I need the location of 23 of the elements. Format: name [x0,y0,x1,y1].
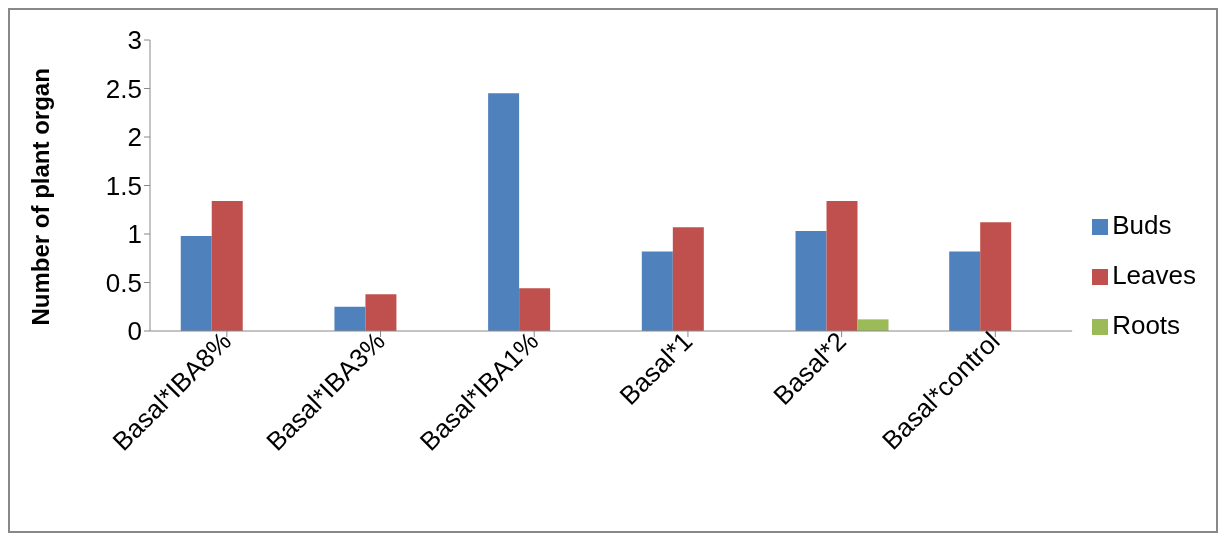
bar [826,201,858,331]
bar [519,288,551,331]
y-tick-label: 2 [127,122,142,153]
legend-label: Roots [1112,310,1181,340]
legend-label: Leaves [1112,260,1196,290]
bar [795,231,827,331]
bar [180,235,212,331]
y-tick-label: 0.5 [105,267,142,298]
bar [641,251,673,331]
y-tick-label: 1 [127,219,142,250]
bar [488,93,520,331]
y-tick-label: 2.5 [105,73,142,104]
bar [211,201,243,331]
bar [365,294,397,331]
y-tick-label: 1.5 [105,170,142,201]
legend-label: Buds [1112,210,1172,240]
bar [672,227,704,331]
bar [857,319,889,331]
bar [949,251,981,331]
bar [980,222,1012,331]
y-axis-title: Number of plant organ [26,68,54,326]
bar [334,306,366,331]
y-tick-label: 3 [127,25,142,56]
